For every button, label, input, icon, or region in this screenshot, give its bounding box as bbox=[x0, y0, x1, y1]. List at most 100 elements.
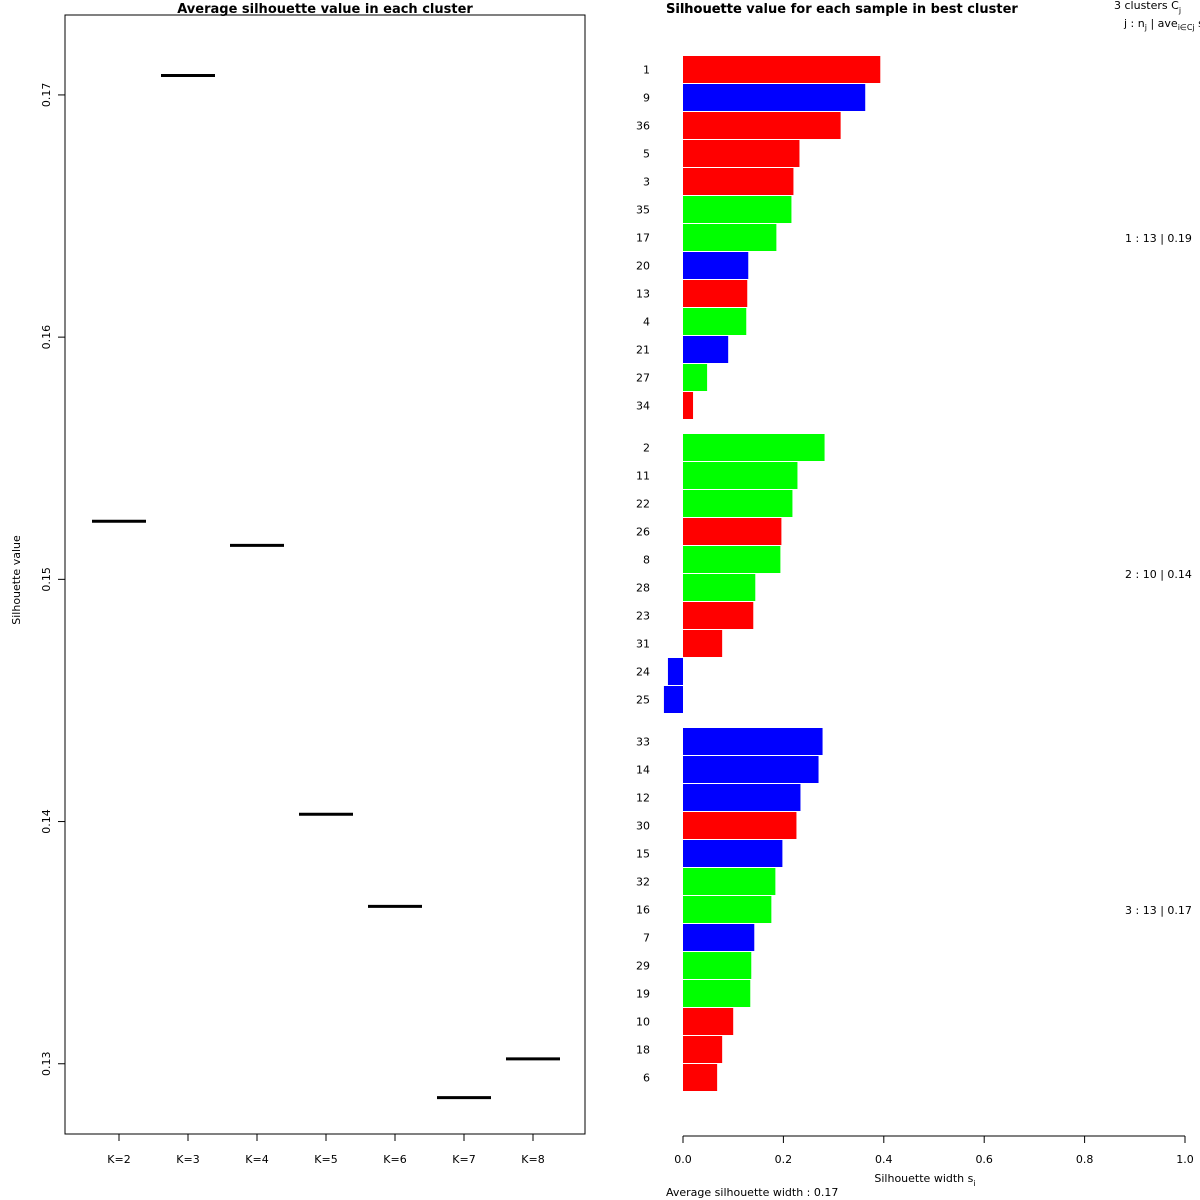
right-x-tick-label: 0.4 bbox=[875, 1153, 893, 1166]
silhouette-bar-sample-1 bbox=[683, 56, 881, 83]
right-chart-title: Silhouette value for each sample in best… bbox=[666, 2, 1018, 17]
left-y-tick-label: 0.13 bbox=[40, 1052, 53, 1077]
right-x-tick-label: 0.2 bbox=[775, 1153, 793, 1166]
left-x-tick-label: K=8 bbox=[521, 1153, 544, 1166]
sample-label: 7 bbox=[643, 932, 650, 945]
silhouette-bar-sample-26 bbox=[683, 518, 782, 545]
sample-label: 20 bbox=[636, 260, 650, 273]
left-y-axis: 0.13 0.14 0.15 0.16 0.17 bbox=[40, 83, 65, 1076]
sample-label: 19 bbox=[636, 988, 650, 1001]
silhouette-bar-sample-27 bbox=[683, 364, 708, 391]
right-x-axis: 0.0 0.2 0.4 0.6 0.8 1.0 bbox=[674, 1135, 1194, 1166]
silhouette-bar-sample-21 bbox=[683, 336, 729, 363]
left-chart-title: Average silhouette value in each cluster bbox=[177, 2, 473, 17]
sample-label: 6 bbox=[643, 1072, 650, 1085]
sample-label: 4 bbox=[643, 316, 650, 329]
left-x-tick-label: K=6 bbox=[383, 1153, 406, 1166]
right-x-tick-label: 0.8 bbox=[1076, 1153, 1094, 1166]
left-x-tick-label: K=5 bbox=[314, 1153, 337, 1166]
sample-label: 10 bbox=[636, 1016, 650, 1029]
sample-label: 22 bbox=[636, 498, 650, 511]
sample-label: 36 bbox=[636, 120, 650, 133]
silhouette-bar-sample-24 bbox=[667, 658, 683, 685]
left-segments bbox=[92, 74, 560, 1100]
sample-label: 31 bbox=[636, 638, 650, 651]
sample-label: 34 bbox=[636, 400, 650, 413]
sample-label: 17 bbox=[636, 232, 650, 245]
cluster-summary-label: 2 : 10 | 0.14 bbox=[1125, 568, 1192, 581]
left-y-tick-label: 0.17 bbox=[40, 83, 53, 108]
sample-label: 12 bbox=[636, 792, 650, 805]
sample-label: 29 bbox=[636, 960, 650, 973]
silhouette-bar-sample-13 bbox=[683, 280, 748, 307]
right-x-tick-label: 1.0 bbox=[1176, 1153, 1194, 1166]
sample-label: 5 bbox=[643, 148, 650, 161]
sample-label: 35 bbox=[636, 204, 650, 217]
silhouette-bar-sample-3 bbox=[683, 168, 794, 195]
silhouette-bar-sample-15 bbox=[683, 840, 783, 867]
left-x-tick-label: K=2 bbox=[107, 1153, 130, 1166]
sample-label: 33 bbox=[636, 736, 650, 749]
sample-label: 15 bbox=[636, 848, 650, 861]
silhouette-bar-sample-16 bbox=[683, 896, 772, 923]
right-chart-title-overlap: Silhouette bbox=[666, 2, 742, 17]
silhouette-bar-sample-8 bbox=[683, 546, 781, 573]
sample-label: 16 bbox=[636, 904, 650, 917]
silhouette-bar-sample-4 bbox=[683, 308, 747, 335]
sample-label: 3 bbox=[643, 176, 650, 189]
right-x-tick-label: 0.0 bbox=[674, 1153, 692, 1166]
legend-header-line1: 3 clusters Cj bbox=[1114, 0, 1181, 15]
sample-label: 23 bbox=[636, 610, 650, 623]
legend-header-line2: j : nj | avei∈Cj s bbox=[1123, 17, 1200, 32]
silhouette-bar-sample-7 bbox=[683, 924, 755, 951]
silhouette-bar-sample-22 bbox=[683, 490, 793, 517]
silhouette-bar-sample-35 bbox=[683, 196, 792, 223]
cluster-summary-label: 3 : 13 | 0.17 bbox=[1125, 904, 1192, 917]
silhouette-bar-sample-10 bbox=[683, 1008, 734, 1035]
right-x-axis-label: Silhouette width si bbox=[874, 1172, 975, 1188]
sample-label: 13 bbox=[636, 288, 650, 301]
silhouette-bar-sample-32 bbox=[683, 868, 776, 895]
silhouette-bar-sample-31 bbox=[683, 630, 723, 657]
silhouette-bar-sample-14 bbox=[683, 756, 819, 783]
left-x-tick-label: K=4 bbox=[245, 1153, 268, 1166]
silhouette-bar-sample-11 bbox=[683, 462, 798, 489]
silhouette-bar-sample-12 bbox=[683, 784, 801, 811]
sample-label: 25 bbox=[636, 694, 650, 707]
right-panel-sample-silhouette: Silhouette Silhouette value for each sam… bbox=[636, 0, 1200, 1199]
sample-label: 9 bbox=[643, 92, 650, 105]
left-y-axis-label: Silhouette value bbox=[10, 535, 23, 625]
silhouette-bar-sample-23 bbox=[683, 602, 754, 629]
silhouette-bar-sample-18 bbox=[683, 1036, 723, 1063]
sample-label: 14 bbox=[636, 764, 650, 777]
left-y-tick-label: 0.16 bbox=[40, 325, 53, 350]
silhouette-bar-sample-20 bbox=[683, 252, 749, 279]
sample-label: 1 bbox=[643, 64, 650, 77]
silhouette-bar-sample-5 bbox=[683, 140, 800, 167]
silhouette-bar-sample-17 bbox=[683, 224, 777, 251]
left-panel-avg-silhouette: Average silhouette value in each cluster… bbox=[10, 2, 586, 1166]
sample-label: 26 bbox=[636, 526, 650, 539]
silhouette-bar-sample-29 bbox=[683, 952, 752, 979]
sample-label: 8 bbox=[643, 554, 650, 567]
silhouette-bar-sample-34 bbox=[683, 392, 694, 419]
cluster-summary-label: 1 : 13 | 0.19 bbox=[1125, 232, 1192, 245]
left-plot-frame bbox=[64, 14, 586, 1135]
left-x-tick-label: K=7 bbox=[452, 1153, 475, 1166]
sample-label: 18 bbox=[636, 1044, 650, 1057]
left-y-tick-label: 0.14 bbox=[40, 809, 53, 834]
silhouette-bar-sample-33 bbox=[683, 728, 823, 755]
sample-label: 21 bbox=[636, 344, 650, 357]
sample-label: 28 bbox=[636, 582, 650, 595]
left-x-tick-label: K=3 bbox=[176, 1153, 199, 1166]
sample-label: 27 bbox=[636, 372, 650, 385]
sample-label: 11 bbox=[636, 470, 650, 483]
sample-label: 32 bbox=[636, 876, 650, 889]
silhouette-bar-sample-19 bbox=[683, 980, 751, 1007]
silhouette-bar-sample-9 bbox=[683, 84, 866, 111]
sample-label: 2 bbox=[643, 442, 650, 455]
silhouette-bar-sample-30 bbox=[683, 812, 797, 839]
right-x-tick-label: 0.6 bbox=[975, 1153, 993, 1166]
